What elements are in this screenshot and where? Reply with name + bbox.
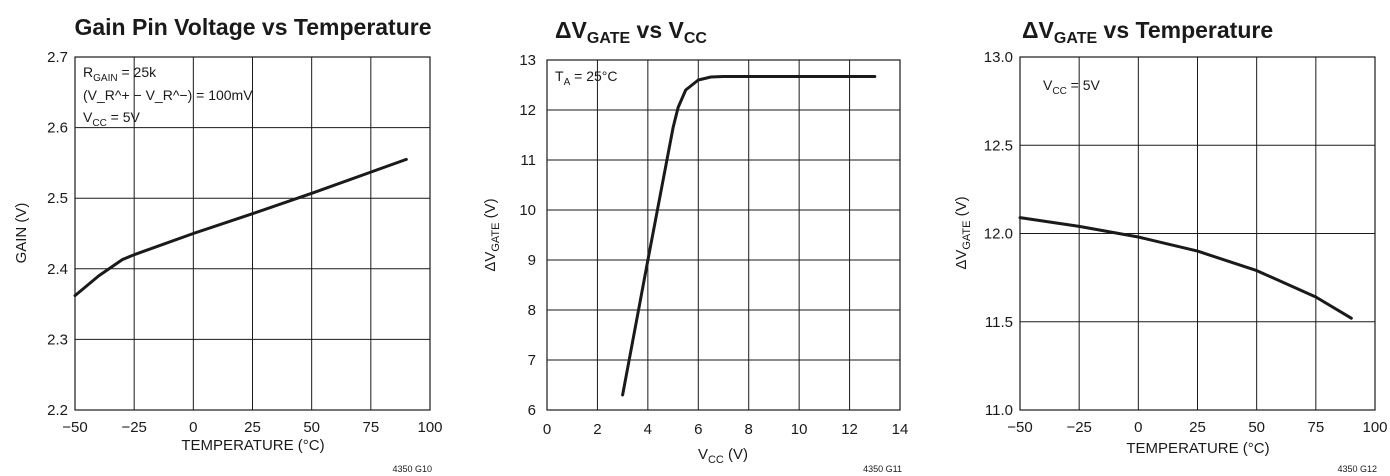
y-tick-label: 11.0 — [985, 402, 1013, 419]
plot-frame — [546, 59, 901, 411]
chart-annotation: TA = 25°C — [555, 68, 617, 88]
x-tick-label: 50 — [1248, 419, 1265, 436]
x-tick-label: −25 — [1066, 419, 1091, 436]
x-tick-label: 14 — [892, 421, 909, 438]
x-tick-label: 100 — [1362, 419, 1387, 436]
y-tick-label: 2.3 — [47, 331, 68, 348]
x-tick-label: 100 — [417, 419, 442, 436]
x-tick-label: 25 — [1189, 419, 1206, 436]
y-tick-label: 10 — [519, 202, 536, 219]
x-tick-label: 12 — [841, 421, 858, 438]
annotation-line-1: RGAIN = 25k — [83, 64, 157, 84]
chart-gain-vs-temperature: Gain Pin Voltage vs Temperature −50 −25 0 2… — [13, 14, 443, 474]
chart-dvgate-vs-temperature: ΔVGATE vs Temperature −50 −25 0 25 50 75 100 11… — [953, 17, 1388, 474]
x-axis-label: TEMPERATURE (°C) — [1126, 440, 1269, 457]
chart-title: ΔVGATE vs Temperature — [1022, 17, 1273, 47]
y-tick-label: 12.0 — [984, 226, 1013, 243]
data-series-line — [1018, 216, 1353, 320]
x-tick-label: 50 — [303, 419, 320, 436]
x-tick-label: 0 — [189, 419, 197, 436]
y-tick-label: 2.4 — [47, 261, 68, 278]
x-tick-label: 0 — [543, 421, 551, 438]
chart-title: Gain Pin Voltage vs Temperature — [74, 14, 431, 40]
x-tick-label: −25 — [121, 419, 146, 436]
figure-code: 4350 G11 — [863, 464, 902, 474]
figure-code: 4350 G10 — [392, 464, 432, 474]
chart-annotation: RGAIN = 25k (V_R^+ − V_R^−) = 100mV VCC … — [83, 64, 253, 129]
annotation-line-2: (V_R^+ − V_R^−) = 100mV — [83, 87, 253, 103]
annotation-line-3: VCC = 5V — [83, 109, 141, 129]
y-tick-label: 7 — [528, 352, 536, 369]
x-tick-label: 10 — [791, 421, 808, 438]
y-tick-label: 8 — [528, 302, 536, 319]
y-tick-label: 2.7 — [47, 49, 68, 66]
chart-title: ΔVGATE vs VCC — [555, 17, 707, 47]
y-axis-label: ΔVGATE (V) — [953, 196, 973, 269]
y-axis-label: GAIN (V) — [13, 203, 30, 264]
y-tick-label: 13 — [519, 52, 536, 69]
y-tick-label: 2.2 — [47, 402, 68, 419]
y-tick-label: 6 — [528, 402, 536, 419]
x-tick-label: 0 — [1134, 419, 1142, 436]
x-tick-label: −50 — [62, 419, 87, 436]
x-tick-label: 75 — [362, 419, 379, 436]
figure-code: 4350 G12 — [1337, 464, 1377, 474]
plot-frame — [1019, 56, 1376, 411]
y-tick-label: 2.6 — [47, 120, 68, 137]
x-tick-label: 2 — [593, 421, 601, 438]
y-axis-label: ΔVGATE (V) — [482, 198, 502, 271]
x-tick-label: 75 — [1307, 419, 1324, 436]
y-tick-label: 9 — [528, 252, 536, 269]
data-series-line — [73, 157, 408, 298]
x-tick-label: 8 — [745, 421, 753, 438]
x-axis-label: VCC (V) — [698, 446, 748, 466]
y-tick-label: 12.5 — [984, 137, 1013, 154]
plot-frame — [74, 56, 431, 411]
chart-dvgate-vs-vcc: ΔVGATE vs VCC 0 2 4 6 8 10 12 14 6 7 8 9 10 11 12 13 VC… — [482, 17, 908, 474]
data-series-line — [621, 75, 877, 397]
x-tick-label: 4 — [644, 421, 652, 438]
x-tick-label: −50 — [1007, 419, 1032, 436]
y-tick-label: 13.0 — [984, 49, 1013, 66]
y-tick-label: 11 — [520, 152, 536, 169]
x-tick-label: 25 — [244, 419, 261, 436]
y-tick-label: 11.5 — [985, 314, 1013, 331]
y-tick-label: 12 — [519, 102, 536, 119]
y-tick-label: 2.5 — [47, 190, 68, 207]
x-axis-label: TEMPERATURE (°C) — [181, 437, 324, 454]
chart-annotation: VCC = 5V — [1043, 77, 1101, 97]
x-tick-label: 6 — [694, 421, 702, 438]
